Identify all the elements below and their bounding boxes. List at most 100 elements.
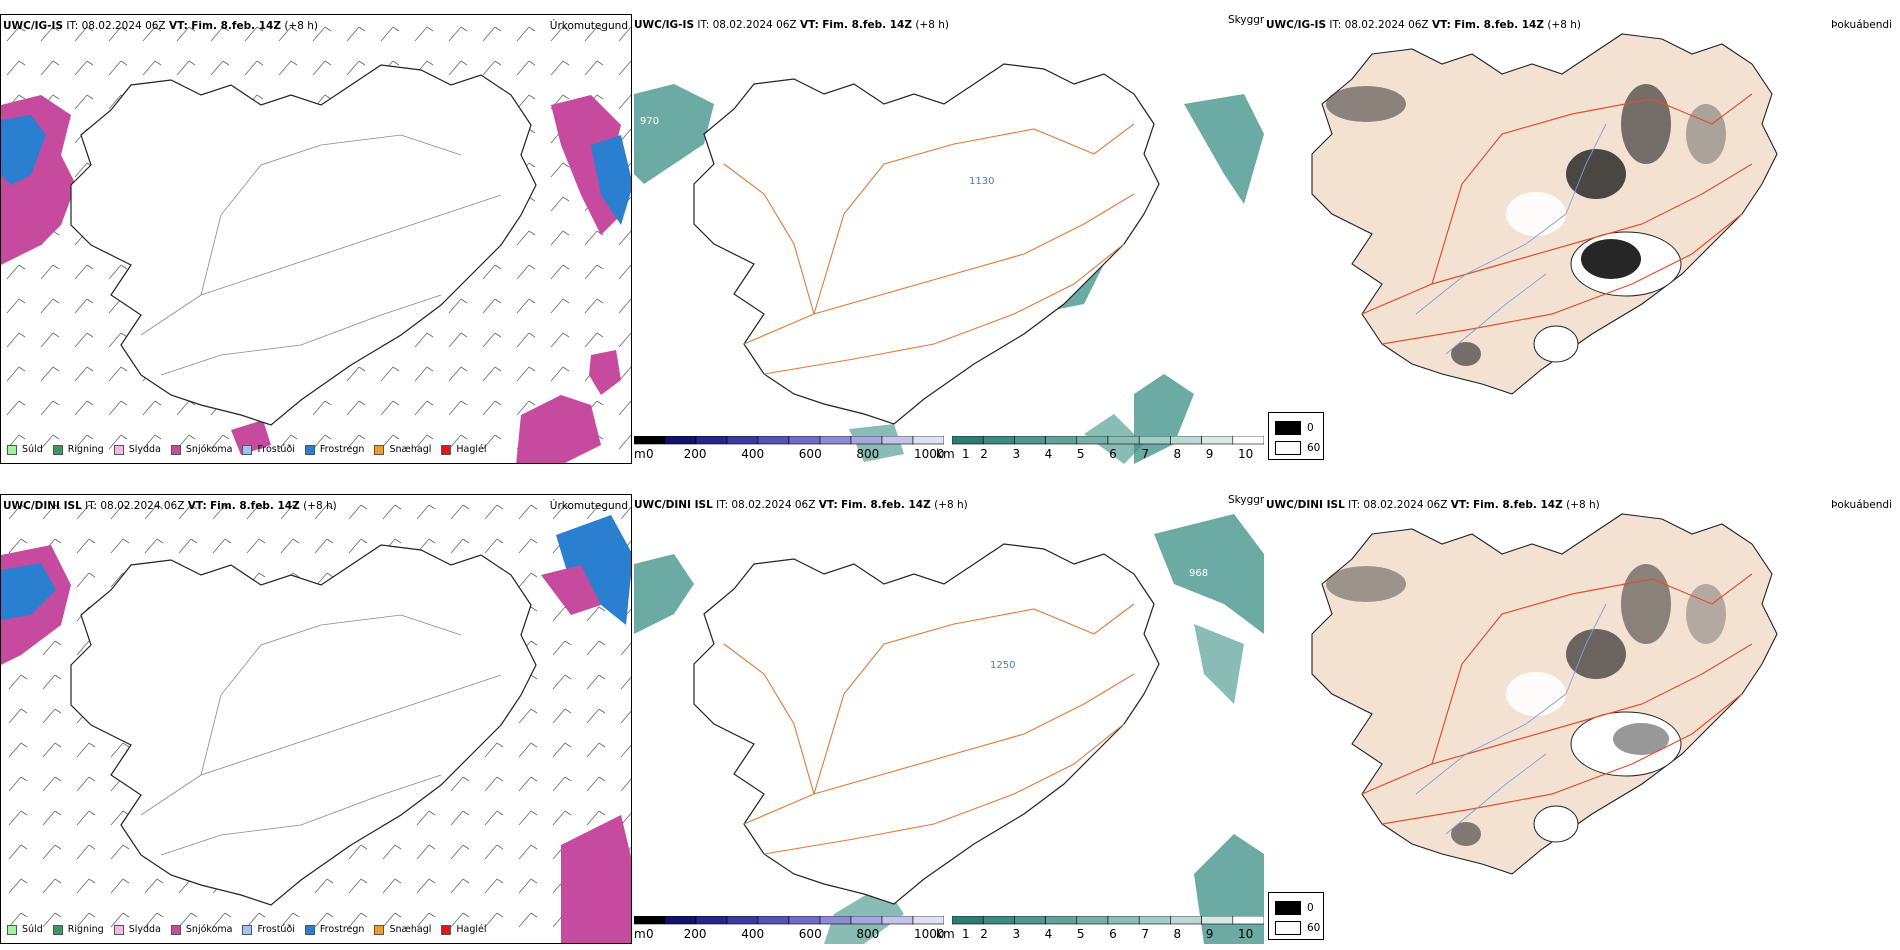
precip-legend-item: Súld [7, 444, 43, 455]
colorbar-cell [912, 916, 944, 925]
fog-patch [1194, 624, 1244, 704]
vt-label: VT: [168, 20, 188, 32]
fog-indicator-shading [1326, 84, 1726, 366]
panel-header-6: UWC/DINI ISL IT: 08.02.2024 06Z VT: Fim.… [1266, 499, 1600, 511]
colorbar-cell [788, 436, 821, 445]
colorbar-cell [695, 916, 728, 925]
colorbar-tick-label: 8 [1173, 927, 1182, 941]
fog-value-60: 60 [1307, 922, 1321, 934]
fog-panel-2: UWC/DINI ISL IT: 08.02.2024 06Z VT: Fim.… [1266, 494, 1900, 894]
precip-swatch [441, 924, 452, 935]
precip-legend-item: Frostregn [304, 444, 365, 455]
vt-label: VT: [799, 19, 819, 31]
colorbar-tick-label: 600 [798, 447, 822, 461]
precip-legend-item: Snæhagl [374, 924, 431, 935]
fog-swatch-0 [1275, 421, 1301, 435]
frost-rain-area [1, 563, 56, 620]
colorbar-cell [881, 916, 914, 925]
panel-title: Þokuábendi [1831, 19, 1892, 31]
colorbar-cell [664, 436, 697, 445]
precip-legend-label: Rigning [67, 444, 104, 455]
elevation-colorbar-1 [634, 436, 944, 445]
model-name: UWC/DINI ISL [3, 500, 82, 512]
colorbar-tick-label: 10 [1238, 447, 1254, 461]
visibility-colorbar-1 [952, 436, 1264, 445]
precip-type-panel-2: UWC/DINI ISL IT: 08.02.2024 06Z VT: Fim.… [0, 494, 632, 944]
vt-label: VT: [818, 499, 838, 511]
colorbar-tick-label: 7 [1141, 927, 1149, 941]
panel-title: Skyggni [1228, 494, 1264, 506]
colorbar-tick-label: 200 [683, 447, 707, 461]
roads-gray [140, 134, 502, 376]
colorbar-cell [1045, 436, 1078, 445]
vis-value: 1130 [969, 176, 994, 187]
colorbar-cell [952, 436, 984, 445]
precip-legend-label: Snæhagl [389, 444, 432, 455]
roads [1361, 573, 1753, 825]
roads [1361, 93, 1753, 345]
precip-legend-label: Snjókoma [185, 924, 233, 935]
precip-legend-label: Haglél [456, 444, 487, 455]
it-value: 08.02.2024 06Z [731, 499, 816, 511]
model-name: UWC/IG-IS [1266, 19, 1327, 31]
precip-map-2 [1, 495, 631, 943]
vt-value: Fim. 8.feb. 14Z [191, 20, 281, 32]
colorbar-cell [1232, 436, 1264, 445]
it-value: 08.02.2024 06Z [712, 19, 797, 31]
panel-title: Úrkomutegund [549, 20, 628, 32]
visibility-colorbar-2 [952, 916, 1264, 925]
colorbar-tick-label: 4 [1044, 927, 1053, 941]
colorbar-cell [850, 916, 883, 925]
it-label: IT: [1329, 19, 1342, 31]
fog-value-0: 0 [1307, 902, 1314, 914]
precip-legend-item: Slydda [113, 924, 161, 935]
vt-value: Fim. 8.feb. 14Z [822, 19, 912, 31]
precip-swatch [304, 924, 315, 935]
model-name: UWC/IG-IS [634, 19, 695, 31]
colorbar-tick-label: 5 [1076, 447, 1085, 461]
colorbar-tick-label: 400 [741, 927, 765, 941]
precip-legend-label: Frostúði [257, 924, 295, 935]
colorbar-cell [1201, 436, 1234, 445]
precip-legend-2: Súld Rigning Slydda Snjókoma Frostúði Frostre… [7, 924, 497, 935]
colorbar-cell [850, 436, 883, 445]
fog-indicator-shading [1326, 564, 1726, 846]
colorbar-tick-label: 9 [1205, 447, 1214, 461]
it-label: IT: [697, 19, 710, 31]
panel-header-5: UWC/DINI ISL IT: 08.02.2024 06Z VT: Fim.… [634, 499, 968, 511]
fog-patch [1184, 94, 1264, 204]
precip-map-1 [1, 15, 631, 463]
iceland-outline [693, 543, 1160, 905]
colorbar-cell [819, 436, 852, 445]
fog-panel-1: UWC/IG-IS IT: 08.02.2024 06Z VT: Fim. 8.… [1266, 14, 1900, 414]
colorbar-cell [1107, 436, 1140, 445]
colorbar-tick-label: 800 [856, 927, 880, 941]
visibility-map-1: 970 1130 1290 [634, 63, 1264, 464]
precip-legend-label: Slydda [128, 924, 161, 935]
snow-area-south [561, 815, 631, 943]
colorbar-tick-label: 9 [1205, 927, 1214, 941]
it-label: IT: [85, 500, 98, 512]
frost-rain-area-east [556, 515, 631, 625]
precip-legend-item: Frostúði [242, 444, 295, 455]
lead-time: (+8 h) [284, 20, 318, 32]
precip-legend-label: Frostregn [319, 444, 365, 455]
colorbar-tick-label: 400 [741, 447, 765, 461]
panel-header-2: UWC/IG-IS IT: 08.02.2024 06Z VT: Fim. 8.… [634, 19, 949, 31]
precip-legend-label: Frostregn [319, 924, 365, 935]
colorbar-cell [726, 436, 759, 445]
colorbar-tick-label: 7 [1141, 447, 1149, 461]
colorbar-cell [1045, 916, 1078, 925]
precip-legend-label: Snæhagl [389, 924, 432, 935]
colorbar-cell [1014, 436, 1046, 445]
iceland-outline [70, 64, 537, 426]
precip-swatch [441, 444, 452, 455]
precip-legend-label: Súld [22, 444, 43, 455]
colorbar-tick-label: 3 [1012, 447, 1021, 461]
panel-title: Úrkomutegund [549, 500, 628, 512]
colorbar-cell [912, 436, 944, 445]
precip-swatch [242, 924, 253, 935]
it-value: 08.02.2024 06Z [100, 500, 185, 512]
colorbar-cell [695, 436, 728, 445]
fog-map-1 [1311, 33, 1778, 395]
